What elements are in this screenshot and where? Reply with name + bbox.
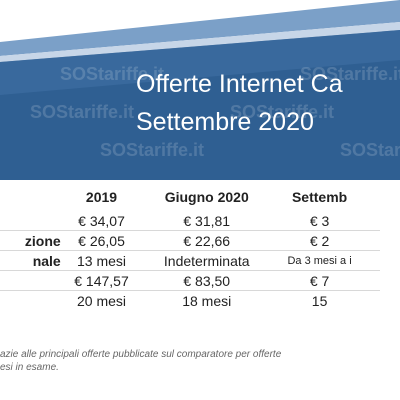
table-row: 20 mesi 18 mesi 15 — [0, 291, 380, 311]
column-header — [0, 183, 61, 211]
row-label — [0, 291, 61, 311]
table-cell: € 83,50 — [142, 270, 260, 291]
table-header-row: 2019 Giugno 2020 Settemb — [0, 183, 380, 211]
table-row: € 147,57 € 83,50 € 7 — [0, 270, 380, 291]
row-label: nale — [0, 250, 61, 271]
column-header: Giugno 2020 — [164, 189, 249, 205]
table-cell: € 31,81 — [142, 211, 260, 231]
footnote-line: azie alle principali offerte pubblicate … — [0, 349, 282, 360]
table-cell: Indeterminata — [142, 250, 260, 271]
table-row: nale 13 mesi Indeterminata Da 3 mesi a i — [0, 250, 380, 271]
offers-table: 2019 Giugno 2020 Settemb € 34,07 € 31,81… — [0, 183, 380, 310]
table-cell: € 26,05 — [60, 230, 143, 251]
table-cell: 18 mesi — [182, 292, 232, 309]
table-cell: € 3 — [259, 211, 380, 231]
watermark: SOStariffe.it — [340, 140, 400, 160]
banner-shapes — [0, 0, 400, 180]
row-label — [0, 211, 61, 231]
table-cell: € 22,66 — [142, 230, 260, 251]
watermark: SOStariffe.it — [60, 64, 165, 84]
table-cell: 20 mesi — [76, 292, 127, 309]
watermark: SOStariffe.it — [230, 102, 335, 122]
footnote: azie alle principali offerte pubblicate … — [0, 348, 400, 374]
page-title-line1: Offerte Internet Ca — [136, 70, 343, 98]
table-row: zione € 26,05 € 22,66 € 2 — [0, 230, 380, 251]
row-label: zione — [0, 230, 61, 251]
table-cell: € 34,07 — [60, 211, 143, 231]
table-cell: € 7 — [259, 270, 380, 291]
table-row: € 34,07 € 31,81 € 3 — [0, 211, 380, 231]
column-header: 2019 — [85, 189, 118, 205]
watermark: SOStariffe.it — [30, 102, 135, 122]
table-cell: € 2 — [259, 230, 380, 251]
table-cell: 15 — [311, 292, 328, 309]
page-title-line2: Settembre 2020 — [136, 108, 314, 136]
table-cell: € 147,57 — [60, 270, 143, 291]
watermark: SOStariffe.it — [300, 64, 400, 84]
column-header: Settemb — [291, 189, 348, 205]
row-label — [0, 270, 61, 291]
table-cell: 13 mesi — [60, 250, 143, 271]
header-banner: SOStariffe.it SOStariffe.it SOStariffe.i… — [0, 0, 400, 180]
table-cell: Da 3 mesi a i — [259, 250, 380, 271]
watermark: SOStariffe.it — [100, 140, 205, 160]
footnote-line: esi in esame. — [0, 362, 59, 373]
